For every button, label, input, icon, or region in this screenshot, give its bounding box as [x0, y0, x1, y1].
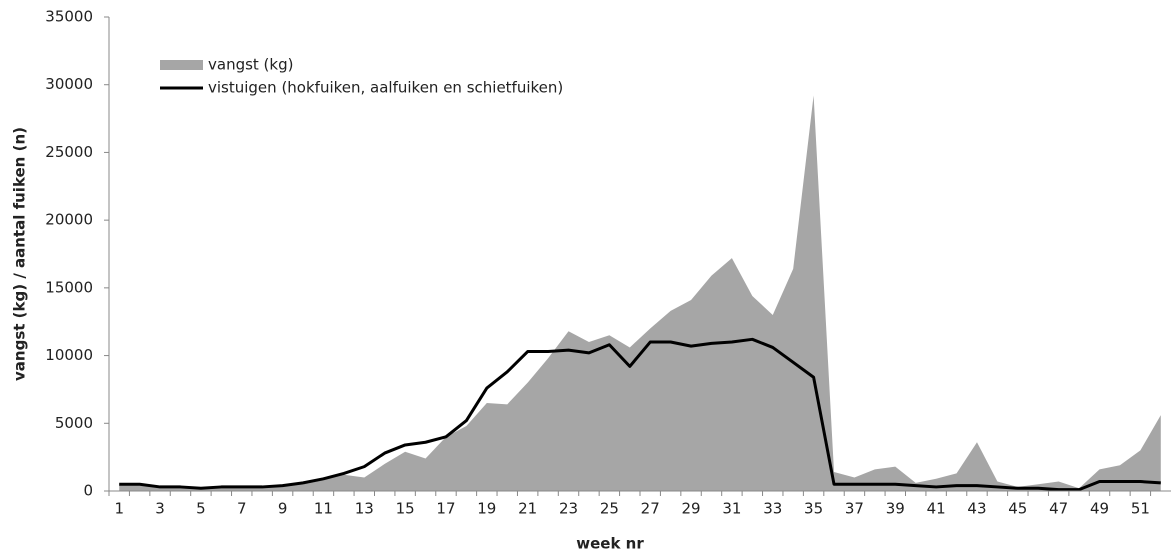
y-axis-label: vangst (kg) / aantal fuiken (n) [11, 127, 29, 381]
x-tick-label: 43 [967, 500, 986, 518]
legend-label: vistuigen (hokfuiken, aalfuiken en schie… [208, 79, 563, 97]
y-tick-label: 15000 [45, 278, 93, 296]
x-axis-label: week nr [576, 535, 644, 553]
y-tick-label: 0 [83, 482, 93, 500]
y-tick-label: 10000 [45, 346, 93, 364]
x-tick-label: 13 [355, 500, 374, 518]
x-tick-label: 3 [155, 500, 165, 518]
x-tick-label: 21 [518, 500, 537, 518]
x-tick-label: 45 [1008, 500, 1027, 518]
x-tick-label: 39 [886, 500, 905, 518]
x-tick-label: 41 [927, 500, 946, 518]
area [119, 95, 1161, 491]
x-tick-label: 31 [722, 500, 741, 518]
y-tick-label: 20000 [45, 211, 93, 229]
x-tick-label: 25 [600, 500, 619, 518]
x-tick-label: 47 [1049, 500, 1068, 518]
x-tick-label: 49 [1090, 500, 1109, 518]
legend-swatch [160, 60, 203, 70]
y-tick-label: 25000 [45, 143, 93, 161]
x-tick-label: 11 [314, 500, 333, 518]
x-tick-label: 29 [682, 500, 701, 518]
x-tick-label: 9 [278, 500, 288, 518]
x-tick-label: 35 [804, 500, 823, 518]
y-tick-label: 30000 [45, 75, 93, 93]
y-tick-label: 5000 [55, 414, 93, 432]
x-tick-label: 5 [196, 500, 206, 518]
x-tick-label: 17 [436, 500, 455, 518]
x-tick-label: 33 [763, 500, 782, 518]
x-tick-label: 7 [237, 500, 247, 518]
x-tick-label: 1 [114, 500, 124, 518]
x-tick-label: 19 [477, 500, 496, 518]
x-tick-label: 15 [396, 500, 415, 518]
x-tick-label: 51 [1131, 500, 1150, 518]
x-tick-label: 37 [845, 500, 864, 518]
line [119, 337, 1161, 492]
x-tick-label: 23 [559, 500, 578, 518]
x-tick-label: 27 [641, 500, 660, 518]
legend-label: vangst (kg) [208, 56, 293, 74]
y-tick-label: 35000 [45, 8, 93, 26]
